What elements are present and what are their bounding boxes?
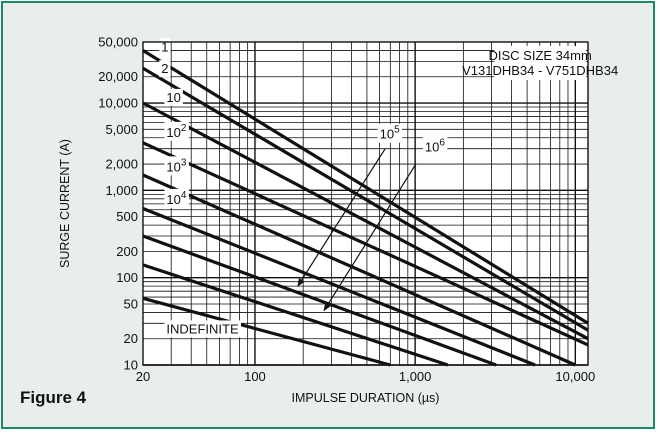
legend-box-line: DISC SIZE 34mm: [488, 48, 591, 63]
curve-label: INDEFINITE: [166, 321, 239, 336]
y-tick-label: 5,000: [105, 122, 138, 137]
y-tick-label: 100: [116, 270, 138, 285]
y-tick-label: 2,000: [105, 157, 138, 172]
y-tick-label: 50: [124, 296, 138, 311]
x-tick-label: 1,000: [399, 369, 432, 384]
series-line-0: [142, 49, 589, 325]
label-arrow: [323, 163, 417, 312]
curve-label-bg: [164, 88, 183, 106]
series-line-6: [142, 234, 497, 367]
series-line-4: [142, 173, 576, 367]
curve-label: 1: [161, 39, 168, 54]
curve-label-bg: [164, 156, 189, 176]
curve-label: 10: [166, 90, 180, 105]
y-tick-label: 20,000: [98, 69, 138, 84]
series-line-8: [142, 296, 391, 367]
plot-frame: [142, 41, 589, 366]
y-tick-label: 50,000: [98, 35, 138, 50]
x-axis-title: IMPULSE DURATION (µs): [292, 391, 440, 405]
y-tick-label: 10,000: [98, 96, 138, 111]
y-tick-label: 200: [116, 244, 138, 259]
label-arrow: [297, 148, 386, 287]
y-tick-label: 20: [124, 331, 138, 346]
series-line-2: [142, 101, 589, 341]
x-tick-label: 20: [136, 369, 150, 384]
y-tick-label: 500: [116, 209, 138, 224]
curve-label-bg: [159, 38, 171, 56]
curve-label-bg: [164, 188, 189, 208]
y-tick-label: 1,000: [105, 183, 138, 198]
series-line-7: [142, 263, 449, 367]
curve-label: 2: [161, 61, 168, 76]
curve-label-bg: [164, 320, 241, 338]
series-line-1: [142, 66, 589, 332]
y-tick-label: 10: [124, 358, 138, 373]
legend-box: [494, 45, 586, 80]
y-axis-title: SURGE CURRENT (A): [58, 139, 72, 268]
curve-label-bg: [164, 121, 189, 141]
curve-label-bg: [377, 123, 403, 143]
legend-box-line: V131DHB34 - V751DHB34: [462, 63, 618, 78]
x-tick-label: 10,000: [555, 369, 595, 384]
curve-label-bg: [159, 60, 171, 78]
figure-label: Figure 4: [20, 388, 87, 407]
curve-label-bg: [422, 136, 448, 156]
x-tick-label: 100: [244, 369, 266, 384]
